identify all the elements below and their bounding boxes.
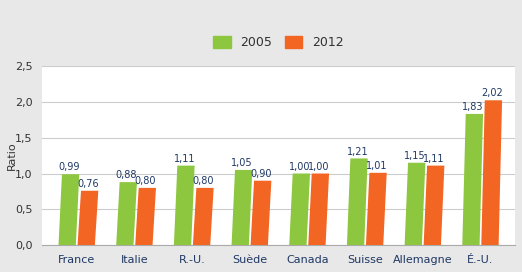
Polygon shape [135,188,156,245]
Text: 0,76: 0,76 [77,179,99,189]
Polygon shape [232,170,252,245]
Polygon shape [251,181,271,245]
Text: 0,80: 0,80 [193,176,214,186]
Text: 1,05: 1,05 [231,158,253,168]
Polygon shape [481,100,502,245]
Polygon shape [193,188,213,245]
Polygon shape [309,174,329,245]
Text: 1,83: 1,83 [462,102,483,112]
Polygon shape [405,163,425,245]
Polygon shape [424,166,444,245]
Polygon shape [174,166,195,245]
Text: 1,15: 1,15 [404,151,426,161]
Polygon shape [289,174,310,245]
Text: 0,99: 0,99 [58,162,80,172]
Text: 0,90: 0,90 [250,169,272,179]
Polygon shape [116,182,137,245]
Text: 1,11: 1,11 [423,154,445,164]
Text: 1,11: 1,11 [173,154,195,164]
Text: 1,21: 1,21 [347,147,368,157]
Text: 0,88: 0,88 [116,170,137,180]
Text: 1,01: 1,01 [365,161,387,171]
Text: 2,02: 2,02 [481,88,503,98]
Text: 1,00: 1,00 [289,162,311,172]
Polygon shape [462,114,483,245]
Legend: 2005, 2012: 2005, 2012 [209,33,348,53]
Polygon shape [347,159,367,245]
Text: 1,00: 1,00 [308,162,329,172]
Text: 0,80: 0,80 [135,176,157,186]
Polygon shape [78,191,98,245]
Polygon shape [366,173,387,245]
Polygon shape [58,174,79,245]
Y-axis label: Ratio: Ratio [7,141,17,170]
